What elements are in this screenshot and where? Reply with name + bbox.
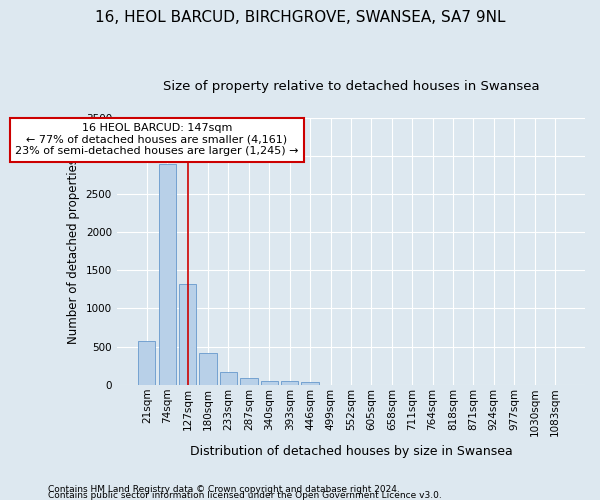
Text: 16, HEOL BARCUD, BIRCHGROVE, SWANSEA, SA7 9NL: 16, HEOL BARCUD, BIRCHGROVE, SWANSEA, SA…: [95, 10, 505, 25]
Title: Size of property relative to detached houses in Swansea: Size of property relative to detached ho…: [163, 80, 539, 93]
Text: Contains public sector information licensed under the Open Government Licence v3: Contains public sector information licen…: [48, 490, 442, 500]
Bar: [220, 372, 237, 385]
Text: 16 HEOL BARCUD: 147sqm
← 77% of detached houses are smaller (4,161)
23% of semi-: 16 HEOL BARCUD: 147sqm ← 77% of detached…: [15, 123, 299, 156]
Bar: [158, 164, 176, 385]
Bar: [301, 382, 319, 385]
Bar: [281, 382, 298, 385]
Bar: [240, 378, 257, 385]
Text: Contains HM Land Registry data © Crown copyright and database right 2024.: Contains HM Land Registry data © Crown c…: [48, 484, 400, 494]
Bar: [138, 340, 155, 385]
X-axis label: Distribution of detached houses by size in Swansea: Distribution of detached houses by size …: [190, 444, 512, 458]
Y-axis label: Number of detached properties: Number of detached properties: [67, 158, 80, 344]
Bar: [199, 352, 217, 385]
Bar: [260, 380, 278, 385]
Bar: [179, 284, 196, 385]
